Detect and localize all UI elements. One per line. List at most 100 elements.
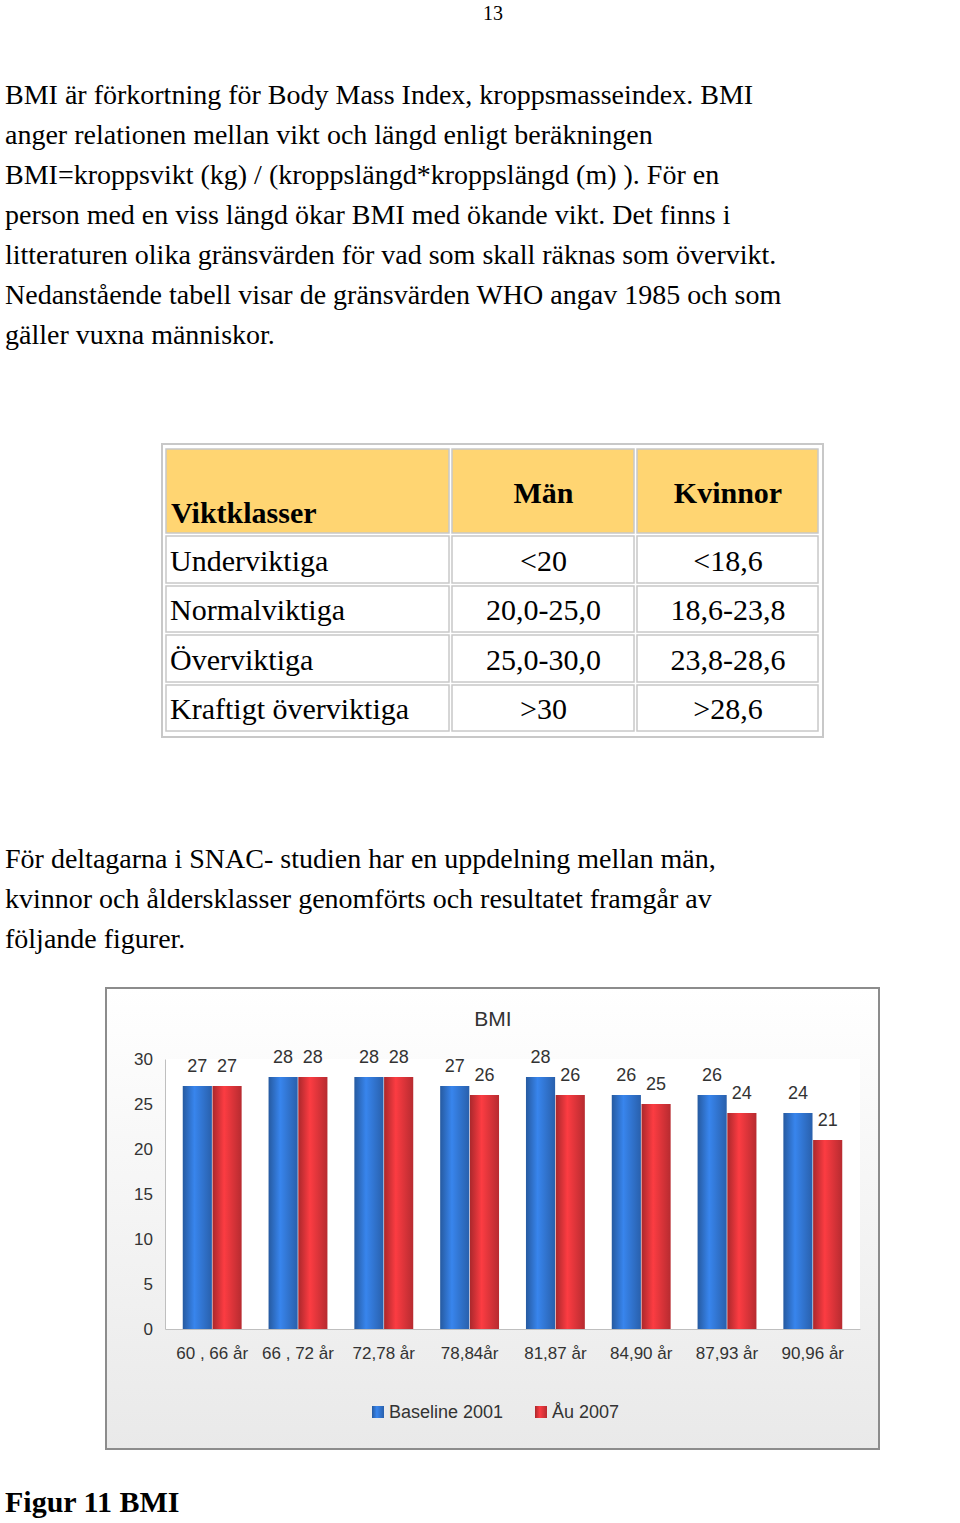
table-cell	[452, 685, 634, 731]
x-tick: 78,84år	[441, 1329, 499, 1363]
table-border	[162, 444, 823, 737]
table-cell	[166, 586, 449, 632]
x-tick: 87,93 år	[696, 1329, 759, 1363]
y-tick-label: 10	[134, 1230, 153, 1249]
data-label: 25	[646, 1074, 666, 1094]
bars	[183, 1077, 842, 1329]
bar	[384, 1077, 413, 1329]
paragraph-line: gäller vuxna människor.	[5, 319, 275, 350]
data-label: 26	[616, 1065, 636, 1085]
paragraph-line: BMI är förkortning för Body Mass Index, …	[5, 79, 753, 110]
x-tick-label: 72,78 år	[353, 1344, 416, 1363]
data-label: 27	[217, 1056, 237, 1076]
header-text: Män	[514, 476, 574, 509]
cell-text: Normalviktiga	[170, 593, 345, 626]
data-labels: 27282827282626242728282626252421	[187, 1047, 837, 1130]
data-label: 26	[474, 1065, 494, 1085]
data-label: 27	[187, 1056, 207, 1076]
table-cell	[452, 586, 634, 632]
bar	[698, 1095, 727, 1329]
bar	[298, 1077, 327, 1329]
x-tick-label: 90,96 år	[782, 1344, 845, 1363]
paragraph-line: anger relationen mellan vikt och längd e…	[5, 119, 653, 150]
data-label: 28	[273, 1047, 293, 1067]
chart-frame	[106, 988, 879, 1449]
bar	[269, 1077, 298, 1329]
cell-text: 25,0-30,0	[486, 643, 601, 676]
data-label: 24	[732, 1083, 752, 1103]
y-tick-label: 15	[134, 1185, 153, 1204]
cell-text: 23,8-28,6	[671, 643, 786, 676]
cell-text: Överviktiga	[170, 643, 313, 676]
paragraph-line: litteraturen olika gränsvärden för vad s…	[5, 239, 776, 270]
cell-text: Kraftigt överviktiga	[170, 692, 409, 725]
paragraph-line: följande figurer.	[5, 923, 185, 954]
cell-text: <18,6	[693, 544, 762, 577]
header-cell	[166, 449, 449, 533]
table-cell	[166, 536, 449, 583]
paragraph-line: För deltagarna i SNAC- studien har en up…	[5, 843, 716, 874]
bar	[183, 1086, 212, 1329]
y-tick: 20	[134, 1140, 165, 1159]
paragraph-line: kvinnor och åldersklasser genomförts och…	[5, 883, 712, 914]
y-tick: 10	[134, 1230, 165, 1249]
x-tick: 81,87 år	[524, 1329, 587, 1363]
data-label: 26	[560, 1065, 580, 1085]
y-tick-label: 20	[134, 1140, 153, 1159]
chart-title: BMI	[474, 1007, 511, 1030]
bar	[470, 1095, 499, 1329]
table-cell	[166, 635, 449, 682]
page-number: 13	[483, 2, 503, 24]
data-label: 21	[818, 1110, 838, 1130]
y-tick: 25	[134, 1095, 165, 1114]
bar	[727, 1113, 756, 1329]
x-tick: 84,90 år	[610, 1329, 673, 1363]
data-label: 28	[389, 1047, 409, 1067]
y-tick: 15	[134, 1185, 165, 1204]
cell-text: Underviktiga	[170, 544, 328, 577]
data-label: 28	[359, 1047, 379, 1067]
header-cell	[452, 449, 634, 533]
table: ViktklasserMänKvinnorUnderviktiga<20<18,…	[162, 444, 823, 737]
table-cell	[166, 685, 449, 731]
cell-text: >28,6	[693, 692, 762, 725]
plot-area	[165, 1059, 860, 1329]
y-axis: 0 5 10 15 20 25 30	[134, 1050, 165, 1339]
header-text: Viktklasser	[171, 496, 317, 529]
cell-text: >30	[520, 692, 567, 725]
header-cell	[637, 449, 818, 533]
paragraph-line: person med en viss längd ökar BMI med ök…	[5, 199, 731, 230]
x-tick-label: 81,87 år	[524, 1344, 587, 1363]
legend-label: Åu 2007	[552, 1402, 619, 1422]
x-tick-label: 78,84år	[441, 1344, 499, 1363]
y-tick: 5	[144, 1275, 165, 1294]
x-tick: 66 , 72 år	[262, 1329, 334, 1363]
x-tick-label: 84,90 år	[610, 1344, 673, 1363]
legend: Baseline 2001 Åu 2007	[372, 1402, 619, 1422]
x-tick-label: 66 , 72 år	[262, 1344, 334, 1363]
x-tick-label: 60 , 66 år	[176, 1344, 248, 1363]
x-tick: 72,78 år	[353, 1329, 416, 1363]
bar	[642, 1104, 671, 1329]
table-cell	[637, 586, 818, 632]
table-cell	[452, 635, 634, 682]
cell-text: 18,6-23,8	[671, 593, 786, 626]
data-label: 24	[788, 1083, 808, 1103]
x-axis-line	[166, 1329, 861, 1330]
bar	[526, 1077, 555, 1329]
bar	[612, 1095, 641, 1329]
paragraph-line: BMI=kroppsvikt (kg) / (kroppslängd*kropp…	[5, 159, 719, 190]
page: 13 BMI är förkortning för Body Mass Index…	[0, 0, 960, 1523]
table-cell	[637, 685, 818, 731]
chart: BMI 0 5 10 15 20 25 30 60 , 66 år 66 , 72 år 72,78…	[106, 988, 879, 1449]
y-tick-label: 30	[134, 1050, 153, 1069]
data-label: 27	[445, 1056, 465, 1076]
bar	[212, 1086, 241, 1329]
table-cell	[452, 536, 634, 583]
y-tick: 0	[144, 1320, 165, 1339]
y-tick-label: 5	[144, 1275, 153, 1294]
y-tick-label: 25	[134, 1095, 153, 1114]
legend-label: Baseline 2001	[389, 1402, 503, 1422]
x-tick: 60 , 66 år	[176, 1329, 248, 1363]
data-label: 26	[702, 1065, 722, 1085]
